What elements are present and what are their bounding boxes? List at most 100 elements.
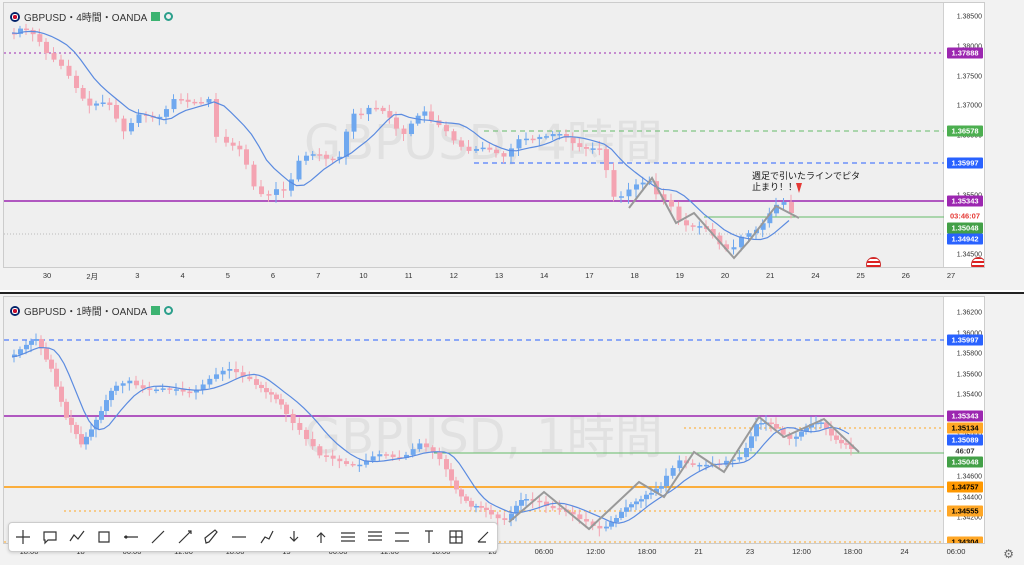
arrow-down-icon[interactable] (285, 528, 303, 546)
candle-down (469, 500, 474, 507)
candle-down (37, 34, 43, 42)
candle-down (269, 392, 274, 395)
candle-up (624, 507, 629, 512)
candle-up (89, 429, 94, 437)
time-tick-label: 25 (856, 271, 865, 280)
candle-up (84, 436, 89, 445)
polyline-icon[interactable] (258, 528, 276, 546)
us-event-icon[interactable] (971, 257, 984, 267)
candle-down (297, 423, 303, 430)
text-icon[interactable] (420, 528, 438, 546)
candle-up (649, 492, 654, 495)
price-axis-1h[interactable]: 1.362001.360001.358001.356001.354001.352… (943, 297, 984, 543)
horizontal-ray-icon[interactable] (122, 528, 140, 546)
candle-down (44, 348, 49, 360)
time-tick-label: 6 (270, 271, 276, 280)
moving-average-line (11, 346, 850, 524)
chart-pane-1h[interactable]: GBPUSD・1時間・OANDA GBPUSD, 1時間 1.36200 1.36… (0, 292, 1024, 565)
time-tick-label: 23 (745, 547, 755, 556)
regression-icon[interactable] (393, 528, 411, 546)
candle-down (436, 120, 442, 126)
candle-down (330, 158, 336, 161)
candle-up (609, 522, 614, 527)
candle-down (284, 404, 289, 414)
price-axis-4h[interactable]: 1.385001.380001.375001.370001.365001.360… (943, 3, 984, 267)
parallel-channel-icon[interactable] (339, 528, 357, 546)
candle-down (387, 111, 393, 118)
price-label-top: 1.35343 (947, 195, 983, 207)
price-tick-label: 1.34600 (956, 473, 982, 481)
candle-down (597, 525, 603, 529)
candle-down (39, 339, 44, 349)
candle-down (557, 508, 563, 510)
candle-down (684, 220, 689, 226)
candle-down (717, 235, 723, 245)
candle-up (114, 385, 119, 391)
candle-down (304, 429, 309, 440)
eraser-icon[interactable] (474, 528, 492, 546)
time-tick-label: 18 (630, 271, 639, 280)
candle-down (454, 480, 459, 490)
price-label-bot: 1.34304 (947, 536, 983, 543)
trendline-icon[interactable] (149, 528, 167, 546)
candle-up (590, 148, 596, 150)
candle-up (480, 147, 486, 150)
candle-down (676, 206, 682, 221)
candle-down (537, 500, 543, 503)
candle-down (550, 505, 556, 509)
candle-down (424, 443, 429, 448)
candle-up (737, 457, 743, 460)
arrow-line-icon[interactable] (176, 528, 194, 546)
price-tick-label: 1.35400 (956, 391, 982, 399)
candle-up (289, 179, 294, 191)
candle-up (514, 505, 519, 514)
time-axis-4h[interactable]: 30 2月 3 4 5 6 7 10 11 12 13 14 17 18 19 20 21 24 25 26 27 (3, 268, 983, 288)
candle-down (570, 511, 576, 515)
us-event-icon[interactable] (866, 257, 881, 267)
time-tick-label: 24 (900, 547, 909, 556)
candle-down (279, 399, 284, 405)
candle-down (185, 99, 191, 102)
symbol-legend-1h[interactable]: GBPUSD・1時間・OANDA (10, 303, 174, 318)
candle-down (59, 59, 64, 66)
candle-down (789, 202, 794, 213)
candle-down (199, 101, 204, 104)
candle-down (266, 194, 272, 196)
plot-area-4h[interactable]: GBPUSD・4時間・OANDA GBPUSD, 4時間 週足で引いたラインでピ… (3, 2, 985, 268)
candle-down (661, 194, 667, 201)
brush-icon[interactable] (203, 528, 221, 546)
candle-down (324, 455, 329, 457)
horizontal-line-icon[interactable] (230, 528, 248, 546)
symbol-legend-4h[interactable]: GBPUSD・4時間・OANDA (10, 9, 174, 24)
chart-pane-4h[interactable]: GBPUSD・4時間・OANDA GBPUSD, 4時間 週足で引いたラインでピ… (0, 0, 1024, 290)
candle-up (730, 459, 736, 462)
crosshair-icon[interactable] (14, 528, 32, 546)
candle-up (754, 424, 759, 437)
time-tick-label: 5 (225, 271, 230, 280)
fib-icon[interactable] (366, 528, 384, 546)
candle-up (296, 160, 302, 180)
candle-down (167, 388, 173, 390)
price-label-bot: 1.35134 (947, 422, 983, 434)
comment-icon[interactable] (41, 528, 59, 546)
time-tick-label: 18:00 (843, 547, 863, 556)
candle-up (351, 113, 357, 132)
candle-down (834, 435, 839, 440)
arrow-up-icon[interactable] (312, 528, 330, 546)
candle-down (69, 417, 74, 425)
plot-area-1h[interactable]: GBPUSD・1時間・OANDA GBPUSD, 1時間 1.36200 1.36… (3, 296, 985, 544)
rectangle-icon[interactable] (95, 528, 113, 546)
candle-down (597, 148, 603, 150)
time-tick-label: 24 (811, 271, 820, 280)
legend-text: GBPUSD・4時間・OANDA (24, 13, 148, 24)
path-icon[interactable] (68, 528, 86, 546)
measure-icon[interactable] (447, 528, 465, 546)
settings-gear-icon[interactable]: ⚙ (1003, 547, 1014, 561)
candle-up (509, 513, 514, 520)
candle-down (384, 454, 389, 456)
candle-up (120, 383, 126, 386)
candle-up (474, 505, 479, 508)
candle-up (100, 102, 106, 104)
candle-up (127, 380, 133, 384)
candle-up (626, 189, 632, 197)
